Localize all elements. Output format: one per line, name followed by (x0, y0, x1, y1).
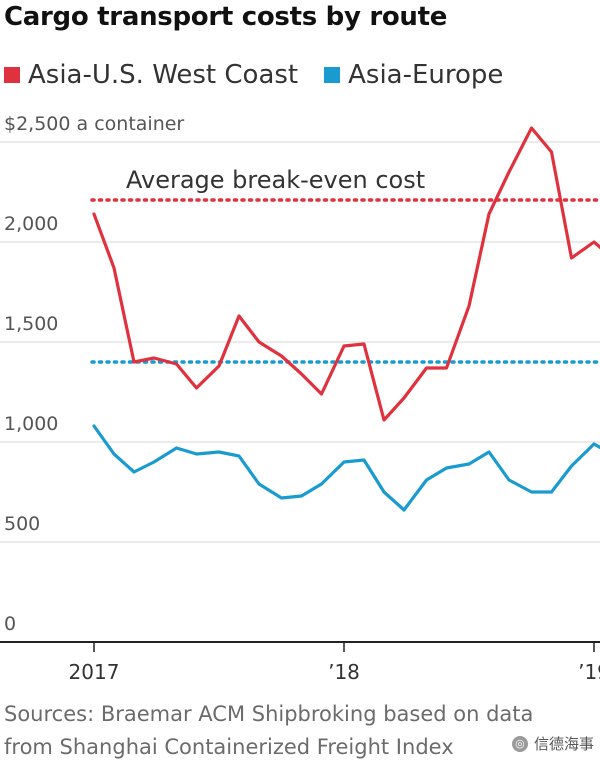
legend-item-asia-europe: Asia-Europe (324, 60, 503, 90)
source-note: Sources: Braemar ACM Shipbroking based o… (4, 698, 596, 764)
break-even-label: Average break-even cost (126, 166, 425, 194)
line-chart: 0 500 1,000 1,500 2,000 $2,500 a container 201… (0, 113, 600, 684)
watermark: ◎ 信德海事 (511, 733, 594, 754)
chart-title: Cargo transport costs by route (4, 2, 448, 32)
legend: Asia-U.S. West Coast Asia-Europe (4, 58, 529, 92)
y-tick-label: 1,000 (4, 413, 58, 435)
y-tick-label: 1,500 (4, 313, 58, 335)
series-line (92, 126, 600, 422)
legend-label-asia-us-west-coast: Asia-U.S. West Coast (28, 60, 299, 90)
legend-item-asia-us-west-coast: Asia-U.S. West Coast (4, 60, 298, 90)
wechat-logo-icon: ◎ (511, 735, 528, 752)
y-tick-label: $2,500 a container (4, 113, 184, 135)
x-tick-label: 2017 (69, 660, 120, 684)
y-tick-label: 0 (4, 613, 16, 635)
legend-swatch-asia-us-west-coast (4, 67, 20, 83)
y-tick-label: 500 (4, 513, 40, 535)
watermark-text: 信德海事 (533, 735, 594, 753)
legend-swatch-asia-europe (324, 67, 341, 83)
series-line (92, 424, 600, 512)
x-tick-label: ’19 (578, 660, 600, 684)
x-tick-label: ’18 (328, 660, 360, 684)
legend-label-asia-europe: Asia-Europe (348, 60, 504, 90)
y-tick-label: 2,000 (4, 213, 58, 235)
source-line-2: from Shanghai Containerized Freight Inde… (4, 735, 454, 759)
source-line-1: Sources: Braemar ACM Shipbroking based o… (4, 702, 534, 726)
